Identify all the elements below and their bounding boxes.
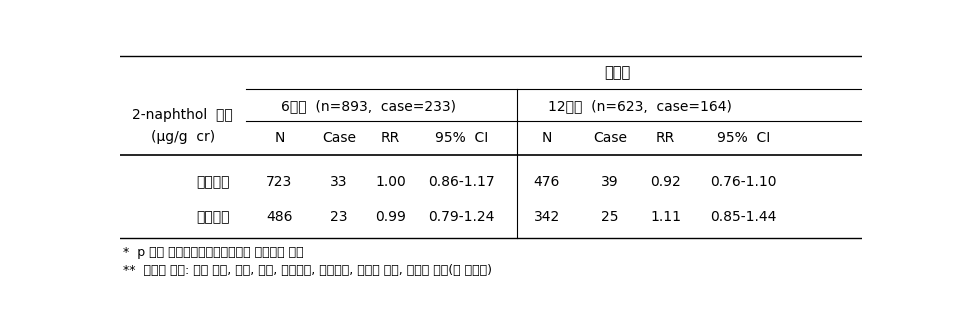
Text: 23: 23 [330,210,348,224]
Text: 486: 486 [266,210,292,224]
Text: N: N [274,131,285,146]
Text: 2-naphthol  농도: 2-naphthol 농도 [132,108,233,122]
Text: 476: 476 [534,175,559,189]
Text: 39: 39 [601,175,619,189]
Text: Case: Case [322,131,355,146]
Text: 0.92: 0.92 [650,175,681,189]
Text: 95%  CI: 95% CI [435,131,488,146]
Text: 33: 33 [330,175,348,189]
Text: 0.99: 0.99 [376,210,406,224]
Text: 1.11: 1.11 [650,210,681,224]
Text: 0.76-1.10: 0.76-1.10 [710,175,777,189]
Text: 6개월  (n=893,  case=233): 6개월 (n=893, case=233) [281,99,456,113]
Text: 임신말기: 임신말기 [195,210,229,224]
Text: 723: 723 [266,175,292,189]
Text: 0.79-1.24: 0.79-1.24 [428,210,494,224]
Text: 0.86-1.17: 0.86-1.17 [428,175,494,189]
Text: Case: Case [593,131,627,146]
Text: 1.00: 1.00 [376,175,406,189]
Text: RR: RR [656,131,675,146]
Text: RR: RR [381,131,400,146]
Text: 95%  CI: 95% CI [717,131,770,146]
Text: 임신초기: 임신초기 [195,175,229,189]
Text: N: N [541,131,552,146]
Text: (μg/g  cr): (μg/g cr) [150,130,215,144]
Text: 아토피: 아토피 [604,66,630,80]
Text: 12개월  (n=623,  case=164): 12개월 (n=623, case=164) [548,99,731,113]
Text: 25: 25 [601,210,619,224]
Text: **  보정된 변수: 산모 나이, 지역, 수입, 조산여부, 출생순서, 아기의 성별, 코티닌 농도(각 시기별): ** 보정된 변수: 산모 나이, 지역, 수입, 조산여부, 출생순서, 아기… [124,264,492,277]
Text: *  p 값은 다중로지스틱회귀분석을 이용하여 구함: * p 값은 다중로지스틱회귀분석을 이용하여 구함 [124,246,304,259]
Text: 342: 342 [534,210,559,224]
Text: 0.85-1.44: 0.85-1.44 [710,210,777,224]
